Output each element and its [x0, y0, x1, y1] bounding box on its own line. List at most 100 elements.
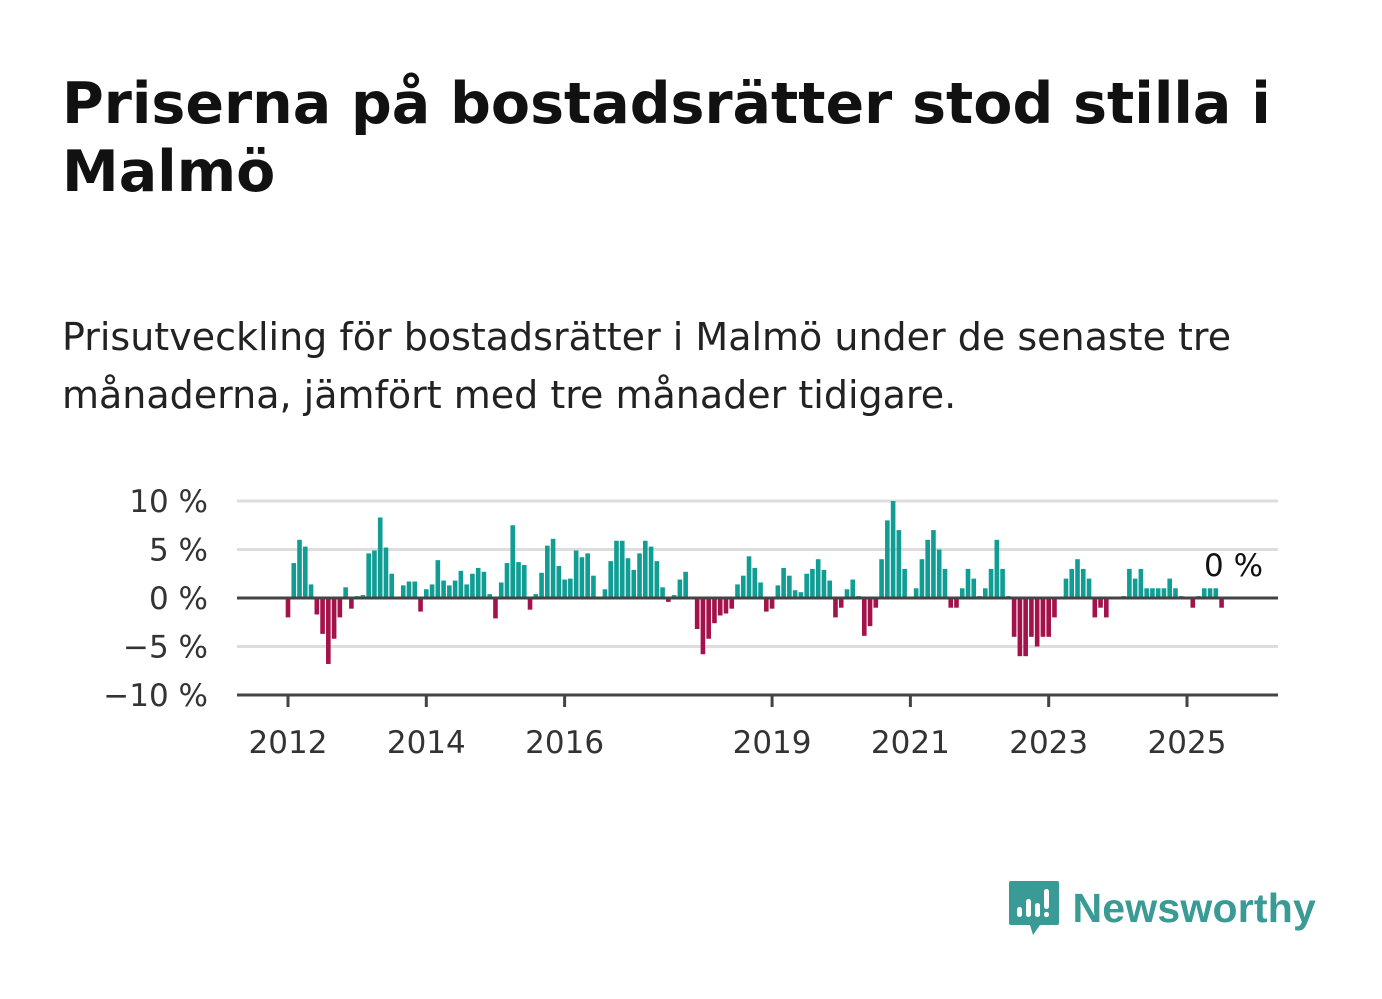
- bar: [810, 568, 815, 598]
- bar: [1046, 598, 1051, 637]
- bar: [608, 561, 614, 598]
- bar: [798, 592, 804, 598]
- bar: [752, 567, 758, 598]
- y-tick-label: −10 %: [103, 678, 208, 714]
- bar: [527, 598, 533, 610]
- bar: [1092, 598, 1098, 618]
- bars: [285, 501, 1224, 664]
- bar: [1219, 598, 1224, 608]
- bar: [326, 598, 331, 664]
- bar: [792, 590, 798, 598]
- bar: [717, 598, 723, 616]
- bar: [913, 588, 919, 598]
- bar: [815, 559, 821, 598]
- bar: [804, 573, 809, 598]
- bar: [925, 539, 930, 598]
- x-tick-label: 2021: [871, 725, 950, 761]
- bar: [366, 553, 371, 598]
- bar: [942, 568, 948, 598]
- bar: [625, 558, 631, 598]
- bar: [971, 578, 977, 598]
- bar: [1052, 598, 1057, 618]
- bar: [349, 598, 354, 609]
- bar: [954, 598, 959, 608]
- bar: [867, 598, 873, 627]
- bar: [343, 587, 348, 598]
- bar: [1098, 598, 1103, 608]
- bar: [297, 539, 302, 598]
- y-tick-label: 5 %: [149, 533, 208, 569]
- bar: [602, 589, 608, 598]
- bar: [521, 565, 527, 598]
- bar: [1075, 559, 1080, 598]
- bar: [418, 598, 423, 612]
- bar: [412, 581, 418, 598]
- bar: [1034, 598, 1040, 647]
- labels: 10 % 5 % 0 % −5 % −10 % 2012 2014 2016 2019 2021 2…: [103, 484, 1263, 761]
- bar: [660, 587, 665, 598]
- bar: [308, 584, 314, 598]
- brand-name: Newsworthy: [1072, 884, 1316, 931]
- bar: [844, 589, 850, 598]
- bar: [873, 598, 879, 608]
- bar: [470, 573, 475, 598]
- bar: [1104, 598, 1109, 618]
- bar: [556, 565, 562, 598]
- bar: [406, 581, 412, 598]
- bar: [441, 580, 446, 598]
- bar: [821, 569, 827, 598]
- bar: [838, 598, 844, 608]
- bar: [723, 598, 729, 614]
- bar: [700, 598, 706, 655]
- bar: [758, 582, 763, 598]
- newsworthy-brand[interactable]: Newsworthy: [1007, 879, 1317, 937]
- x-tick-label: 2025: [1148, 725, 1227, 761]
- bar: [435, 560, 441, 598]
- bar: [879, 559, 884, 598]
- bar: [994, 539, 1000, 598]
- bar: [516, 562, 521, 598]
- x-tick-label: 2016: [525, 725, 604, 761]
- bar: [1011, 598, 1017, 637]
- bar: [740, 575, 746, 598]
- bar: [1150, 588, 1155, 598]
- bar: [302, 546, 308, 598]
- bar: [827, 580, 833, 598]
- bar: [1127, 568, 1132, 598]
- bar: [694, 598, 700, 630]
- bar: [666, 598, 671, 602]
- bar: [1000, 568, 1005, 598]
- bar: [769, 598, 775, 609]
- bar: [1155, 588, 1161, 598]
- bar: [400, 585, 406, 598]
- bar: [331, 598, 337, 639]
- bar: [493, 598, 498, 619]
- bar: [712, 598, 717, 624]
- axes: [237, 596, 1278, 707]
- bar: [787, 575, 792, 598]
- bar: [377, 517, 383, 598]
- bar: [764, 598, 769, 612]
- bar: [1080, 568, 1086, 598]
- bar: [637, 553, 642, 598]
- bar: [735, 584, 740, 598]
- y-tick-label: 0 %: [149, 581, 208, 617]
- bar: [447, 585, 452, 598]
- bar: [706, 598, 711, 639]
- bar: [1144, 588, 1149, 598]
- last-value-label: 0 %: [1204, 548, 1263, 584]
- bar: [1069, 568, 1075, 598]
- bar: [389, 573, 395, 598]
- bar: [781, 567, 786, 598]
- bar: [562, 579, 567, 598]
- bar: [579, 557, 585, 598]
- bar: [936, 549, 942, 598]
- bar: [539, 572, 544, 598]
- bar: [383, 547, 389, 598]
- x-tick-label: 2012: [249, 725, 328, 761]
- bar: [372, 550, 377, 598]
- bar: [1132, 578, 1138, 598]
- bar: [1167, 578, 1173, 598]
- bar: [619, 540, 625, 598]
- bar: [931, 530, 936, 598]
